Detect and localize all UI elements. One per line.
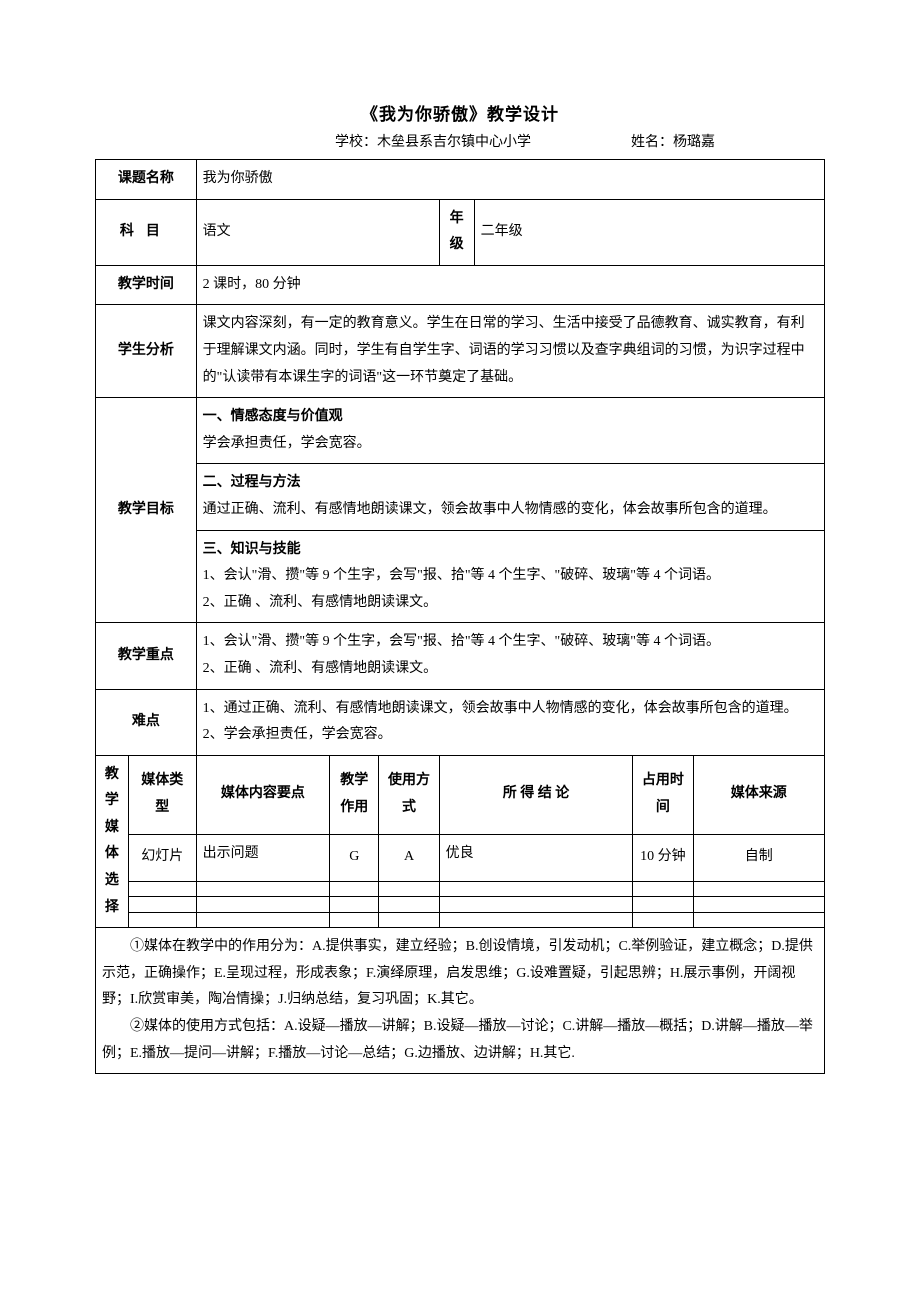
media-row-0: 幻灯片 出示问题 G A 优良 10 分钟 自制 (96, 834, 825, 881)
media-source (693, 897, 825, 912)
media-h-type: 媒体类型 (128, 755, 196, 834)
media-usage (379, 897, 439, 912)
goal-s3-body-2: 2、正确 、流利、有感情地朗读课文。 (203, 595, 438, 610)
row-goal-2: 二、过程与方法 通过正确、流利、有感情地朗读课文，领会故事中人物情感的变化，体会… (96, 464, 825, 530)
media-source (693, 881, 825, 896)
media-type (128, 881, 196, 896)
media-usage (379, 881, 439, 896)
row-subject-grade: 科目 语文 年级 二年级 (96, 199, 825, 265)
media-role (330, 897, 379, 912)
media-time: 10 分钟 (633, 834, 693, 881)
media-role (330, 881, 379, 896)
name-label: 姓名： (631, 135, 673, 150)
subject-value: 语文 (196, 199, 439, 265)
goal-label: 教学目标 (96, 398, 197, 623)
media-result (439, 912, 633, 928)
media-time (633, 881, 693, 896)
focus-body-2: 2、正确 、流利、有感情地朗读课文。 (203, 661, 438, 676)
media-content (196, 912, 330, 928)
media-result: 优良 (439, 834, 633, 881)
media-content: 出示问题 (196, 834, 330, 881)
media-type: 幻灯片 (128, 834, 196, 881)
media-source: 自制 (693, 834, 825, 881)
media-source (693, 912, 825, 928)
time-value: 2 课时，80 分钟 (196, 265, 824, 305)
topic-value: 我为你骄傲 (196, 160, 824, 200)
footnotes-cell: ①媒体在教学中的作用分为：A.提供事实，建立经验；B.创设情境，引发动机；C.举… (96, 928, 825, 1074)
row-difficulty: 难点 1、通过正确、流利、有感情地朗读课文，领会故事中人物情感的变化，体会故事所… (96, 689, 825, 755)
media-time (633, 897, 693, 912)
goal-s1-heading: 一、情感态度与价值观 (203, 409, 343, 424)
subject-label: 科目 (96, 199, 197, 265)
footnote-1: ①媒体在教学中的作用分为：A.提供事实，建立经验；B.创设情境，引发动机；C.举… (102, 934, 818, 1014)
media-section-label: 教学媒体选择 (96, 755, 129, 928)
media-row-1 (96, 881, 825, 896)
document-title: 《我为你骄傲》教学设计 (95, 100, 825, 125)
goal-s3-body-1: 1、会认"滑、攒"等 9 个生字，会写"报、拾"等 4 个生字、"破碎、玻璃"等… (203, 568, 720, 583)
media-type (128, 897, 196, 912)
media-h-time: 占用时间 (633, 755, 693, 834)
media-row-3 (96, 912, 825, 928)
row-topic: 课题名称 我为你骄傲 (96, 160, 825, 200)
row-student-analysis: 学生分析 课文内容深刻，有一定的教育意义。学生在日常的学习、生活中接受了品德教育… (96, 305, 825, 398)
diff-body-2: 2、学会承担责任，学会宽容。 (203, 727, 392, 742)
goal-section-1: 一、情感态度与价值观 学会承担责任，学会宽容。 (196, 398, 824, 464)
row-focus: 教学重点 1、会认"滑、攒"等 9 个生字，会写"报、拾"等 4 个生字、"破碎… (96, 623, 825, 689)
focus-label: 教学重点 (96, 623, 197, 689)
media-role (330, 912, 379, 928)
media-result (439, 897, 633, 912)
media-type (128, 912, 196, 928)
school-value: 木垒县系吉尔镇中心小学 (377, 135, 531, 150)
school-label: 学校： (335, 135, 377, 150)
media-content (196, 897, 330, 912)
row-goal-1: 教学目标 一、情感态度与价值观 学会承担责任，学会宽容。 (96, 398, 825, 464)
goal-section-2: 二、过程与方法 通过正确、流利、有感情地朗读课文，领会故事中人物情感的变化，体会… (196, 464, 824, 530)
subtitle-row: 学校：木垒县系吉尔镇中心小学 姓名：杨璐嘉 (95, 131, 825, 151)
row-time: 教学时间 2 课时，80 分钟 (96, 265, 825, 305)
goal-section-3: 三、知识与技能 1、会认"滑、攒"等 9 个生字，会写"报、拾"等 4 个生字、… (196, 530, 824, 623)
goal-s2-heading: 二、过程与方法 (203, 475, 301, 490)
media-row-2 (96, 897, 825, 912)
media-usage (379, 912, 439, 928)
footnote-2: ②媒体的使用方式包括：A.设疑—播放—讲解；B.设疑—播放—讨论；C.讲解—播放… (102, 1014, 818, 1067)
student-value: 课文内容深刻，有一定的教育意义。学生在日常的学习、生活中接受了品德教育、诚实教育… (196, 305, 824, 398)
focus-body-1: 1、会认"滑、攒"等 9 个生字，会写"报、拾"等 4 个生字、"破碎、玻璃"等… (203, 634, 720, 649)
media-h-source: 媒体来源 (693, 755, 825, 834)
diff-label: 难点 (96, 689, 197, 755)
name-value: 杨璐嘉 (673, 135, 715, 150)
diff-body-1: 1、通过正确、流利、有感情地朗读课文，领会故事中人物情感的变化，体会故事所包含的… (203, 701, 798, 716)
media-h-content: 媒体内容要点 (196, 755, 330, 834)
grade-value: 二年级 (474, 199, 824, 265)
student-label: 学生分析 (96, 305, 197, 398)
topic-label: 课题名称 (96, 160, 197, 200)
goal-s2-body: 通过正确、流利、有感情地朗读课文，领会故事中人物情感的变化，体会故事所包含的道理… (203, 502, 777, 517)
media-header-row: 教学媒体选择 媒体类型 媒体内容要点 教学作用 使用方式 所 得 结 论 占用时… (96, 755, 825, 834)
media-h-role: 教学作用 (330, 755, 379, 834)
media-content (196, 881, 330, 896)
time-label: 教学时间 (96, 265, 197, 305)
grade-label: 年级 (439, 199, 474, 265)
media-h-result: 所 得 结 论 (439, 755, 633, 834)
row-goal-3: 三、知识与技能 1、会认"滑、攒"等 9 个生字，会写"报、拾"等 4 个生字、… (96, 530, 825, 623)
media-role: G (330, 834, 379, 881)
goal-s3-heading: 三、知识与技能 (203, 542, 301, 557)
media-result (439, 881, 633, 896)
focus-value: 1、会认"滑、攒"等 9 个生字，会写"报、拾"等 4 个生字、"破碎、玻璃"等… (196, 623, 824, 689)
diff-value: 1、通过正确、流利、有感情地朗读课文，领会故事中人物情感的变化，体会故事所包含的… (196, 689, 824, 755)
footnotes-row: ①媒体在教学中的作用分为：A.提供事实，建立经验；B.创设情境，引发动机；C.举… (96, 928, 825, 1074)
media-h-usage: 使用方式 (379, 755, 439, 834)
lesson-plan-table: 课题名称 我为你骄傲 科目 语文 年级 二年级 教学时间 2 课时，80 分钟 … (95, 159, 825, 1074)
goal-s1-body: 学会承担责任，学会宽容。 (203, 436, 371, 451)
media-time (633, 912, 693, 928)
media-usage: A (379, 834, 439, 881)
